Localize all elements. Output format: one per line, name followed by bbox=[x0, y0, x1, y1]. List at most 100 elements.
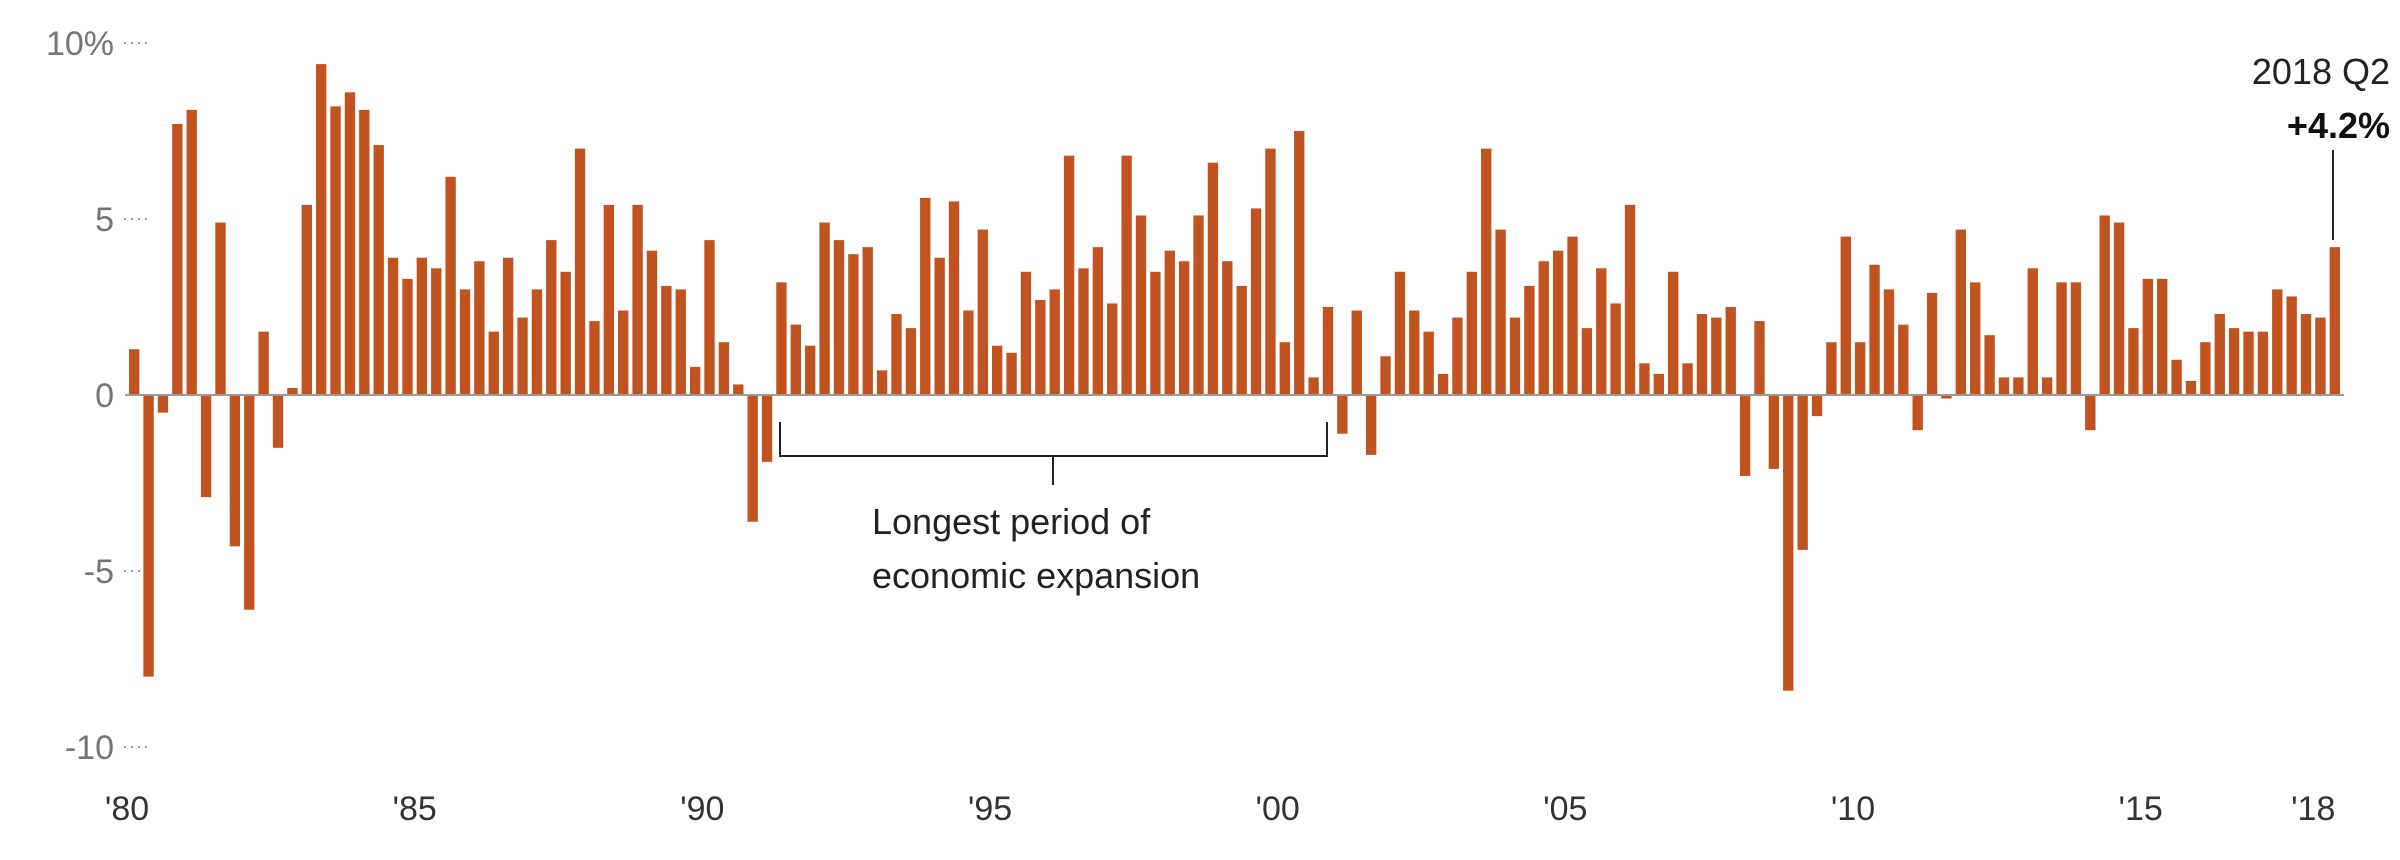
gdp-bar bbox=[1883, 289, 1895, 395]
gdp-bar bbox=[1538, 261, 1549, 395]
gdp-bar bbox=[1552, 250, 1564, 395]
y-grid-layer bbox=[124, 42, 152, 748]
gdp-bar bbox=[129, 349, 140, 395]
gdp-bar bbox=[689, 366, 701, 395]
latest-value-callout: 2018 Q2 +4.2% bbox=[2252, 51, 2390, 240]
gdp-bar bbox=[2315, 317, 2326, 395]
gdp-bar bbox=[833, 240, 845, 395]
gdp-bar bbox=[287, 387, 298, 395]
gdp-bar bbox=[431, 268, 442, 395]
gdp-bar bbox=[1481, 148, 1492, 395]
gdp-bar bbox=[1265, 148, 1276, 395]
gdp-bar bbox=[1035, 299, 1046, 395]
gdp-bar bbox=[1696, 314, 1708, 395]
gdp-bar bbox=[1811, 395, 1823, 417]
gdp-bar bbox=[1984, 335, 1995, 395]
gdp-bar bbox=[704, 240, 715, 395]
gdp-bar bbox=[1135, 215, 1147, 395]
gdp-bar bbox=[920, 197, 931, 395]
gdp-bar bbox=[1668, 271, 1679, 395]
x-tick-label: '00 bbox=[1255, 790, 1299, 828]
gdp-bar bbox=[2300, 314, 2312, 395]
y-tick-label: -5 bbox=[84, 553, 114, 591]
y-tick-label: -10 bbox=[65, 729, 114, 767]
gdp-bar bbox=[589, 321, 600, 395]
gdp-bar bbox=[603, 204, 615, 395]
gdp-bar bbox=[2185, 380, 2197, 395]
gdp-bar bbox=[215, 222, 226, 395]
gdp-bar bbox=[1193, 215, 1204, 395]
gdp-bar bbox=[891, 314, 902, 395]
gdp-bar bbox=[1970, 282, 1981, 395]
gdp-bar bbox=[1337, 395, 1348, 434]
gdp-bar bbox=[1524, 285, 1535, 395]
gdp-bar bbox=[1423, 331, 1434, 395]
gdp-bar bbox=[1926, 292, 1938, 395]
x-axis-labels: '80 '85 '90 '95 '00 '05 '10 '15 '18 bbox=[105, 790, 2336, 828]
expansion-note-line2: economic expansion bbox=[872, 555, 1200, 596]
gdp-bar bbox=[948, 201, 960, 395]
gdp-bar bbox=[1912, 395, 1923, 431]
gdp-bar bbox=[718, 342, 730, 395]
gdp-bar bbox=[2272, 289, 2283, 395]
gdp-bar bbox=[1250, 208, 1262, 395]
gdp-bar bbox=[2056, 282, 2067, 395]
gdp-bar bbox=[992, 345, 1003, 395]
gdp-bar bbox=[244, 395, 255, 610]
gdp-bar bbox=[977, 229, 988, 395]
gdp-bar bbox=[445, 176, 456, 395]
gdp-bar bbox=[1596, 268, 1607, 395]
gdp-bar bbox=[905, 328, 917, 395]
gdp-bar bbox=[1739, 395, 1751, 476]
x-tick-label: '85 bbox=[393, 790, 437, 828]
gdp-bar bbox=[546, 240, 557, 395]
gdp-bar bbox=[1653, 373, 1664, 395]
gdp-bar bbox=[776, 282, 787, 395]
gdp-bar bbox=[315, 64, 327, 396]
gdp-bar bbox=[1121, 155, 1132, 395]
gdp-bar bbox=[2243, 331, 2254, 395]
gdp-bar bbox=[1063, 155, 1075, 395]
gdp-bar bbox=[2171, 359, 2182, 395]
latest-period-label: 2018 Q2 bbox=[2252, 51, 2390, 92]
gdp-bar bbox=[2257, 331, 2269, 395]
gdp-bar bbox=[1150, 271, 1161, 395]
gdp-bar bbox=[1466, 271, 1477, 395]
gdp-bar bbox=[1294, 131, 1305, 395]
y-tick-label: 0 bbox=[95, 377, 114, 415]
gdp-bar bbox=[2157, 278, 2168, 395]
gdp-bar bbox=[157, 395, 169, 413]
x-tick-label: '80 bbox=[105, 790, 149, 828]
gdp-bar bbox=[2113, 222, 2125, 395]
gdp-bar bbox=[1639, 363, 1650, 395]
y-tick-label: 5 bbox=[95, 201, 114, 239]
gdp-bar bbox=[229, 395, 241, 547]
gdp-bar bbox=[646, 250, 658, 395]
gdp-bar bbox=[560, 271, 571, 395]
gdp-bar bbox=[517, 317, 528, 395]
expansion-note-line1: Longest period of bbox=[872, 501, 1151, 542]
gdp-bar bbox=[387, 257, 399, 395]
gdp-bar bbox=[790, 324, 801, 395]
gdp-bar bbox=[1495, 229, 1506, 395]
gdp-bar bbox=[2041, 377, 2053, 395]
x-tick-label: '18 bbox=[2291, 790, 2335, 828]
gdp-bar bbox=[574, 148, 586, 395]
gdp-bar bbox=[1394, 271, 1406, 395]
gdp-bar bbox=[1854, 342, 1866, 395]
gdp-bar bbox=[661, 285, 672, 395]
gdp-bar bbox=[1092, 247, 1104, 395]
gdp-bar bbox=[2214, 314, 2225, 395]
gdp-bar bbox=[1020, 271, 1032, 395]
gdp-bar bbox=[1509, 317, 1521, 395]
gdp-bar bbox=[1826, 342, 1837, 395]
gdp-bar bbox=[200, 395, 212, 498]
gdp-bar bbox=[1754, 321, 1765, 395]
gdp-bar bbox=[2085, 395, 2096, 431]
x-tick-label: '15 bbox=[2118, 790, 2162, 828]
x-tick-label: '05 bbox=[1543, 790, 1587, 828]
gdp-bar bbox=[1998, 377, 2010, 395]
gdp-bar bbox=[1610, 303, 1621, 395]
gdp-bar bbox=[416, 257, 428, 395]
